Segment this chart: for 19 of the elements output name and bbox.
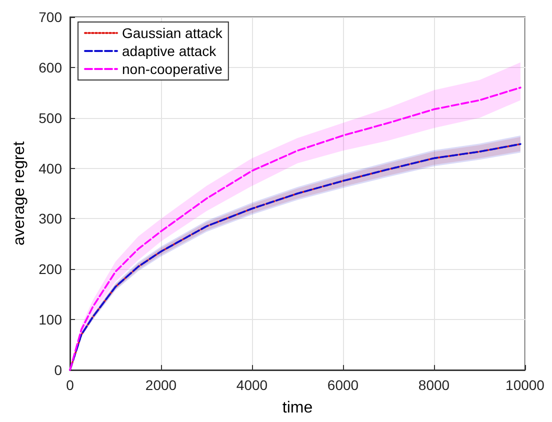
x-tick-label: 6000: [327, 377, 359, 393]
legend-label: adaptive attack: [122, 43, 218, 59]
legend-label: Gaussian attack: [122, 25, 224, 41]
y-axis-title: average regret: [11, 140, 28, 246]
x-tick-label: 0: [66, 377, 74, 393]
x-axis-title: time: [282, 400, 313, 416]
x-tick-label: 8000: [418, 377, 450, 393]
y-tick-label: 300: [38, 210, 62, 227]
x-tick-label: 2000: [145, 377, 177, 393]
x-tick-label: 10000: [506, 377, 545, 393]
y-tick-label: 600: [38, 59, 62, 76]
y-tick-label: 500: [38, 110, 62, 126]
y-tick-label: 400: [38, 160, 62, 176]
y-tick-label: 700: [38, 9, 62, 25]
y-tick-label: 100: [38, 312, 62, 328]
y-tick-label: 0: [54, 362, 62, 378]
y-tick-label: 200: [38, 261, 62, 278]
legend-label: non-cooperative: [122, 61, 223, 77]
x-tick-label: 4000: [236, 377, 268, 393]
